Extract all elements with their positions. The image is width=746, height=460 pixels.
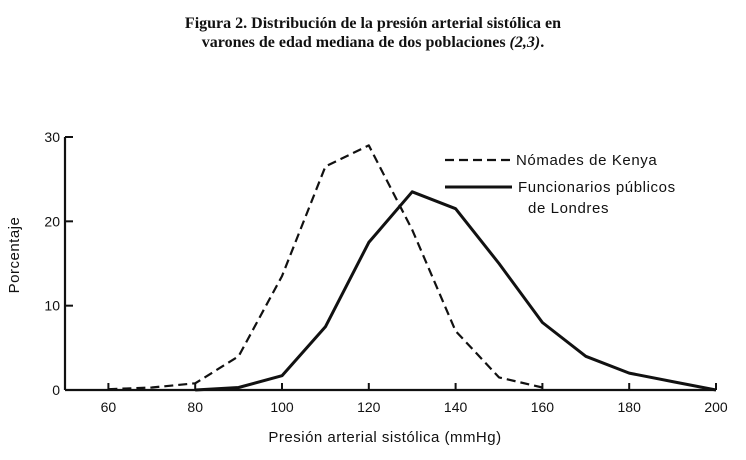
y-axis-label: Porcentaje: [6, 217, 23, 294]
title-end-period: .: [540, 34, 545, 51]
x-tick-label: 180: [618, 399, 642, 415]
ticks: 0 10 20 30 60 80 100 120 140 160 180 200: [44, 129, 727, 415]
title-line-1: Figura 2. Distribución de la presión art…: [184, 15, 562, 32]
legend-label-london-line1: Funcionarios públicos: [518, 179, 676, 196]
title-line-2: varones de edad mediana de dos poblacion…: [0, 33, 746, 52]
x-tick-label: 100: [270, 399, 294, 415]
series-line-kenya: [108, 144, 543, 391]
x-tick-label: 140: [444, 399, 468, 415]
y-tick-label: 0: [52, 382, 60, 398]
y-tick-label: 10: [44, 298, 60, 314]
y-tick-label: 30: [44, 129, 60, 145]
title-references: (2,3): [509, 34, 541, 51]
x-tick-label: 60: [101, 399, 117, 415]
figure-title: Figura 2. Distribución de la presión art…: [0, 14, 746, 52]
legend: Nómades de Kenya Funcionarios públicos d…: [445, 152, 676, 217]
x-tick-label: 120: [357, 399, 381, 415]
axes: [63, 137, 716, 392]
y-tick-label: 20: [44, 213, 60, 229]
x-axis-label: Presión arterial sistólica (mmHg): [268, 429, 501, 446]
legend-label-london-line2: de Londres: [528, 200, 609, 217]
x-tick-label: 160: [531, 399, 555, 415]
x-tick-label: 200: [704, 399, 728, 415]
x-tick-label: 80: [187, 399, 203, 415]
title-line-2-text: varones de edad mediana de dos poblacion…: [201, 34, 510, 51]
series-layer: [108, 144, 717, 392]
legend-label-kenya: Nómades de Kenya: [516, 152, 657, 169]
series-line-london: [195, 190, 717, 392]
